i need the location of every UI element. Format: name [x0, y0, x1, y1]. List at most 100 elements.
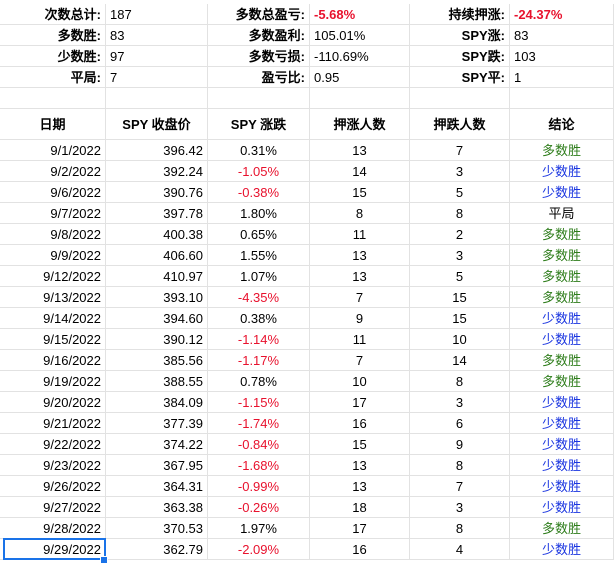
up-count-cell[interactable]: 15	[310, 182, 410, 203]
down-count-cell[interactable]: 3	[410, 245, 510, 266]
down-count-cell[interactable]: 3	[410, 161, 510, 182]
close-cell[interactable]: 410.97	[106, 266, 208, 287]
change-cell[interactable]: 0.78%	[208, 371, 310, 392]
empty-cell[interactable]	[208, 88, 310, 109]
close-cell[interactable]: 370.53	[106, 518, 208, 539]
down-count-cell[interactable]: 9	[410, 434, 510, 455]
change-cell[interactable]: -1.15%	[208, 392, 310, 413]
result-cell[interactable]: 多数胜	[510, 224, 614, 245]
result-cell[interactable]: 少数胜	[510, 308, 614, 329]
summary-value[interactable]: 105.01%	[310, 25, 410, 46]
change-cell[interactable]: -4.35%	[208, 287, 310, 308]
summary-label[interactable]: 盈亏比:	[208, 67, 310, 88]
empty-cell[interactable]	[0, 88, 106, 109]
down-count-cell[interactable]: 7	[410, 140, 510, 161]
up-count-cell[interactable]: 17	[310, 518, 410, 539]
change-cell[interactable]: -1.68%	[208, 455, 310, 476]
close-cell[interactable]: 362.79	[106, 539, 208, 560]
close-cell[interactable]: 385.56	[106, 350, 208, 371]
down-count-cell[interactable]: 14	[410, 350, 510, 371]
summary-value[interactable]: -5.68%	[310, 4, 410, 25]
change-cell[interactable]: -0.38%	[208, 182, 310, 203]
result-cell[interactable]: 少数胜	[510, 161, 614, 182]
date-cell[interactable]: 9/6/2022	[0, 182, 106, 203]
date-cell[interactable]: 9/15/2022	[0, 329, 106, 350]
down-count-cell[interactable]: 7	[410, 476, 510, 497]
result-cell[interactable]: 少数胜	[510, 455, 614, 476]
close-cell[interactable]: 406.60	[106, 245, 208, 266]
summary-label[interactable]: 多数盈利:	[208, 25, 310, 46]
up-count-cell[interactable]: 14	[310, 161, 410, 182]
date-cell[interactable]: 9/2/2022	[0, 161, 106, 182]
result-cell[interactable]: 多数胜	[510, 287, 614, 308]
down-count-cell[interactable]: 5	[410, 266, 510, 287]
up-count-cell[interactable]: 8	[310, 203, 410, 224]
result-cell[interactable]: 多数胜	[510, 266, 614, 287]
summary-value[interactable]: -24.37%	[510, 4, 614, 25]
summary-value[interactable]: 187	[106, 4, 208, 25]
date-cell[interactable]: 9/21/2022	[0, 413, 106, 434]
date-cell[interactable]: 9/19/2022	[0, 371, 106, 392]
up-count-cell[interactable]: 13	[310, 140, 410, 161]
summary-label[interactable]: 多数胜:	[0, 25, 106, 46]
summary-value[interactable]: 0.95	[310, 67, 410, 88]
change-cell[interactable]: -0.26%	[208, 497, 310, 518]
summary-label[interactable]: 多数总盈亏:	[208, 4, 310, 25]
up-count-cell[interactable]: 7	[310, 287, 410, 308]
date-cell[interactable]: 9/16/2022	[0, 350, 106, 371]
result-cell[interactable]: 多数胜	[510, 350, 614, 371]
result-cell[interactable]: 少数胜	[510, 329, 614, 350]
summary-value[interactable]: -110.69%	[310, 46, 410, 67]
header-down-count[interactable]: 押跌人数	[410, 109, 510, 140]
close-cell[interactable]: 397.78	[106, 203, 208, 224]
summary-label[interactable]: SPY跌:	[410, 46, 510, 67]
empty-cell[interactable]	[510, 88, 614, 109]
summary-value[interactable]: 83	[510, 25, 614, 46]
date-cell[interactable]: 9/22/2022	[0, 434, 106, 455]
empty-cell[interactable]	[106, 88, 208, 109]
down-count-cell[interactable]: 8	[410, 455, 510, 476]
change-cell[interactable]: 1.55%	[208, 245, 310, 266]
close-cell[interactable]: 392.24	[106, 161, 208, 182]
close-cell[interactable]: 384.09	[106, 392, 208, 413]
change-cell[interactable]: 0.31%	[208, 140, 310, 161]
close-cell[interactable]: 394.60	[106, 308, 208, 329]
empty-cell[interactable]	[310, 88, 410, 109]
close-cell[interactable]: 400.38	[106, 224, 208, 245]
up-count-cell[interactable]: 9	[310, 308, 410, 329]
date-cell[interactable]: 9/29/2022	[0, 539, 106, 560]
up-count-cell[interactable]: 13	[310, 455, 410, 476]
summary-value[interactable]: 7	[106, 67, 208, 88]
up-count-cell[interactable]: 17	[310, 392, 410, 413]
date-cell[interactable]: 9/20/2022	[0, 392, 106, 413]
date-cell[interactable]: 9/27/2022	[0, 497, 106, 518]
up-count-cell[interactable]: 13	[310, 476, 410, 497]
header-change[interactable]: SPY 涨跌	[208, 109, 310, 140]
down-count-cell[interactable]: 15	[410, 287, 510, 308]
close-cell[interactable]: 396.42	[106, 140, 208, 161]
up-count-cell[interactable]: 13	[310, 266, 410, 287]
change-cell[interactable]: 0.38%	[208, 308, 310, 329]
change-cell[interactable]: -1.74%	[208, 413, 310, 434]
change-cell[interactable]: 1.07%	[208, 266, 310, 287]
close-cell[interactable]: 363.38	[106, 497, 208, 518]
change-cell[interactable]: -1.05%	[208, 161, 310, 182]
up-count-cell[interactable]: 16	[310, 539, 410, 560]
summary-value[interactable]: 97	[106, 46, 208, 67]
close-cell[interactable]: 377.39	[106, 413, 208, 434]
down-count-cell[interactable]: 3	[410, 497, 510, 518]
up-count-cell[interactable]: 11	[310, 224, 410, 245]
down-count-cell[interactable]: 5	[410, 182, 510, 203]
summary-value[interactable]: 103	[510, 46, 614, 67]
change-cell[interactable]: -2.09%	[208, 539, 310, 560]
up-count-cell[interactable]: 16	[310, 413, 410, 434]
header-result[interactable]: 结论	[510, 109, 614, 140]
summary-label[interactable]: 平局:	[0, 67, 106, 88]
date-cell[interactable]: 9/28/2022	[0, 518, 106, 539]
up-count-cell[interactable]: 11	[310, 329, 410, 350]
empty-cell[interactable]	[410, 88, 510, 109]
close-cell[interactable]: 390.76	[106, 182, 208, 203]
date-cell[interactable]: 9/9/2022	[0, 245, 106, 266]
result-cell[interactable]: 多数胜	[510, 245, 614, 266]
date-cell[interactable]: 9/13/2022	[0, 287, 106, 308]
